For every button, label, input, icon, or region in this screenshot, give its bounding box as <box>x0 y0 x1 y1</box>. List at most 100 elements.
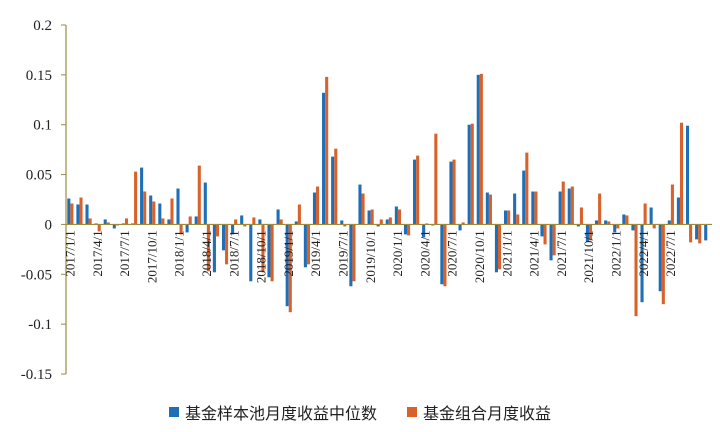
legend-label-portfolio: 基金组合月度收益 <box>423 404 552 423</box>
bar-portfolio-2 <box>88 218 92 225</box>
bars-group <box>67 73 708 317</box>
bar-median-66 <box>667 220 671 225</box>
bar-portfolio-46 <box>488 194 492 225</box>
bar-median-59 <box>604 220 608 225</box>
bar-portfolio-60 <box>616 224 620 229</box>
y-tick-label-3: 0.05 <box>26 168 52 184</box>
bar-median-37 <box>403 224 408 235</box>
bar-median-36 <box>394 206 398 225</box>
bar-portfolio-15 <box>206 224 210 272</box>
bar-median-30 <box>340 220 344 225</box>
legend-swatch-median <box>168 407 179 417</box>
bar-median-65 <box>658 224 662 292</box>
bar-median-24 <box>285 224 289 307</box>
bar-portfolio-49 <box>516 214 520 225</box>
bar-portfolio-57 <box>588 224 593 241</box>
bar-portfolio-61 <box>625 215 629 225</box>
bar-portfolio-65 <box>661 224 665 305</box>
x-tick-label-17: 2021/4/1 <box>527 230 542 276</box>
bar-median-33 <box>367 210 371 225</box>
bar-portfolio-44 <box>470 123 474 225</box>
bar-median-51 <box>531 191 535 225</box>
bar-median-5 <box>112 224 116 229</box>
x-tick-label-0: 2017/1/1 <box>63 230 78 276</box>
bar-portfolio-43 <box>461 222 465 225</box>
bar-median-44 <box>467 124 471 225</box>
bar-portfolio-51 <box>534 191 538 225</box>
bar-median-50 <box>522 170 526 225</box>
x-tick-label-8: 2019/1/1 <box>281 230 296 276</box>
bar-portfolio-16 <box>215 224 220 237</box>
y-tick-label-4: 0 <box>45 217 53 233</box>
y-tick-label-0: 0.2 <box>33 18 52 34</box>
bar-portfolio-41 <box>443 224 447 287</box>
bar-portfolio-64 <box>652 224 656 229</box>
bar-median-16 <box>212 224 216 273</box>
bar-median-62 <box>631 224 635 231</box>
y-tick-labels: 0.2 0.15 0.1 0.05 0 -0.05 -0.1 -0.15 <box>21 18 52 383</box>
bar-median-35 <box>385 219 389 225</box>
bar-median-15 <box>203 182 207 225</box>
bar-portfolio-62 <box>634 224 638 317</box>
x-tick-label-5: 2018/4/1 <box>199 230 214 276</box>
x-tick-label-4: 2018/1/1 <box>172 230 187 276</box>
bar-median-55 <box>567 188 571 225</box>
y-tick-label-1: 0.15 <box>26 68 52 84</box>
bar-portfolio-47 <box>498 224 502 270</box>
axes-group <box>61 24 712 375</box>
bar-median-20 <box>249 224 253 282</box>
bar-portfolio-12 <box>179 224 183 235</box>
bar-median-13 <box>185 224 189 233</box>
bar-median-22 <box>267 224 271 278</box>
bar-portfolio-8 <box>143 191 147 225</box>
bar-median-4 <box>103 219 107 225</box>
bar-median-64 <box>649 207 653 225</box>
legend: 基金样本池月度收益中位数 基金组合月度收益 <box>0 400 720 424</box>
bar-portfolio-68 <box>689 224 693 243</box>
bar-median-26 <box>303 224 307 268</box>
x-tick-label-3: 2017/10/1 <box>144 230 159 283</box>
bar-median-47 <box>494 224 498 273</box>
bar-portfolio-45 <box>479 73 483 225</box>
bar-median-49 <box>513 193 517 225</box>
bar-portfolio-25 <box>297 204 301 225</box>
bar-portfolio-37 <box>407 224 411 236</box>
bar-portfolio-69 <box>698 224 702 244</box>
bar-portfolio-9 <box>152 201 156 225</box>
bar-portfolio-11 <box>170 198 174 225</box>
bar-portfolio-32 <box>361 193 365 225</box>
bar-portfolio-35 <box>388 217 392 225</box>
bar-median-53 <box>549 224 553 261</box>
bar-portfolio-59 <box>607 221 611 225</box>
bar-portfolio-13 <box>188 216 192 225</box>
bar-median-68 <box>685 125 690 225</box>
bar-median-19 <box>240 215 244 225</box>
x-tick-label-21: 2022/4/1 <box>636 230 651 276</box>
x-tick-label-12: 2020/1/1 <box>390 230 405 276</box>
bar-median-27 <box>312 192 317 225</box>
bar-portfolio-48 <box>507 210 511 225</box>
y-tick-label-7: -0.15 <box>21 367 52 383</box>
x-tick-label-19: 2021/10/1 <box>581 230 596 283</box>
x-tick-label-16: 2021/1/1 <box>499 230 514 276</box>
bar-median-2 <box>85 204 89 225</box>
bar-portfolio-10 <box>161 218 165 225</box>
bar-median-12 <box>176 188 180 225</box>
x-tick-label-22: 2022/7/1 <box>663 230 678 276</box>
x-tick-label-6: 2018/7/1 <box>226 230 241 276</box>
bar-median-18 <box>231 224 235 235</box>
bar-median-58 <box>594 220 599 225</box>
bar-portfolio-7 <box>134 171 138 225</box>
bar-portfolio-42 <box>452 159 456 225</box>
bar-portfolio-40 <box>434 133 438 225</box>
bar-portfolio-58 <box>598 193 602 225</box>
bar-median-61 <box>622 214 626 225</box>
bar-median-48 <box>504 210 508 225</box>
bar-median-67 <box>676 197 680 225</box>
legend-swatch-portfolio <box>407 407 417 417</box>
bar-portfolio-50 <box>525 152 529 225</box>
x-tick-label-14: 2020/7/1 <box>445 230 460 276</box>
bar-median-69 <box>695 224 699 240</box>
x-tick-label-7: 2018/10/1 <box>254 230 269 283</box>
